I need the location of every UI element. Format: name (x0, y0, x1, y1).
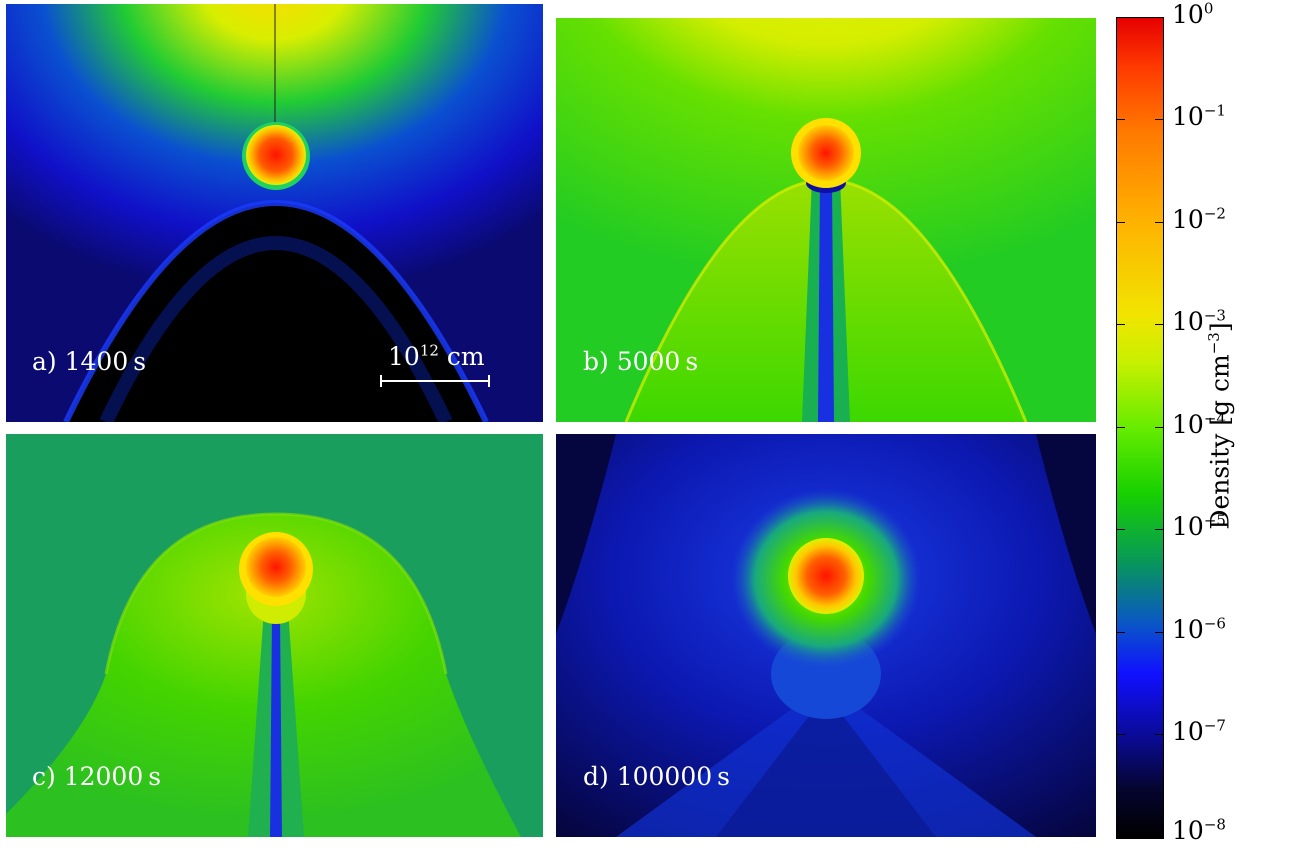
panel-b-density-map (556, 18, 1096, 422)
colorbar-label-4: 10−4 (1172, 409, 1226, 439)
scale-bar-label: 1012 cm (388, 341, 485, 371)
colorbar-label-6: 10−6 (1172, 614, 1226, 644)
scale-bar-right-tick (488, 375, 490, 387)
panel-a: a) 1400 s 1012 cm (6, 4, 543, 422)
colorbar-label-7: 10−7 (1172, 716, 1226, 746)
panel-c: c) 12000 s (6, 434, 543, 837)
panel-b-label: b) 5000 s (583, 347, 699, 376)
panel-d-label: d) 100000 s (583, 762, 730, 791)
colorbar-label-0: 100 (1172, 0, 1214, 29)
panel-a-density-map (6, 4, 543, 422)
scale-bar (381, 380, 490, 382)
panel-c-label: c) 12000 s (32, 762, 162, 791)
panel-b: b) 5000 s (556, 18, 1096, 422)
colorbar-label-2: 10−2 (1172, 204, 1226, 234)
colorbar-label-1: 10−1 (1172, 101, 1226, 131)
colorbar-label-3: 10−3 (1172, 306, 1226, 336)
colorbar-label-8: 10−8 (1172, 815, 1226, 845)
panel-c-density-map (6, 434, 543, 837)
colorbar-title: Density [g cm−3] (1205, 322, 1235, 530)
colorbar-label-5: 10−5 (1172, 511, 1226, 541)
panel-d: d) 100000 s (556, 434, 1096, 837)
panel-d-density-map (556, 434, 1096, 837)
scale-bar-left-tick (380, 375, 382, 387)
panel-a-label: a) 1400 s (32, 347, 147, 376)
density-colorbar (1116, 17, 1164, 839)
